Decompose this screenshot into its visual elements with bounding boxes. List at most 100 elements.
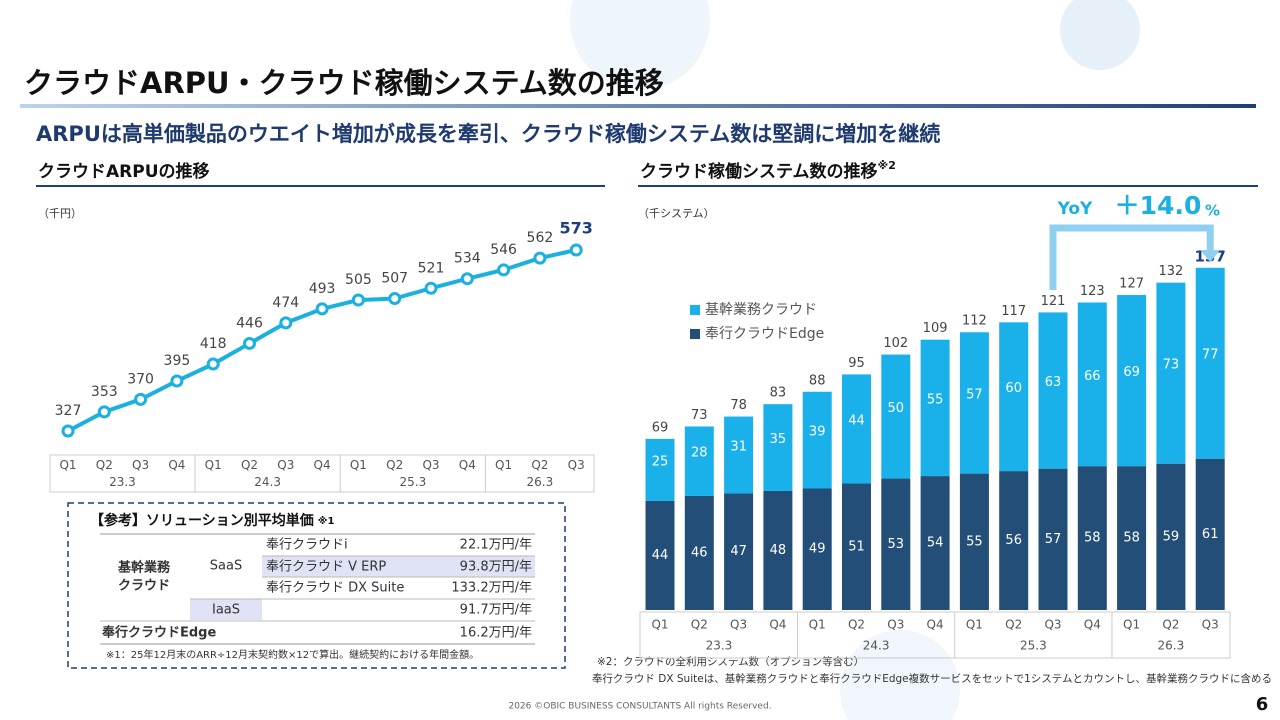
footnote: ※2：クラウドの全利用システム数（オプション等含む）	[597, 655, 864, 668]
point	[424, 281, 438, 295]
point	[243, 336, 256, 350]
x-tick-label: Q2	[1005, 617, 1022, 631]
bar-segment	[1117, 466, 1147, 610]
x-tick-label: Q2	[531, 458, 548, 472]
x-tick-label: Q3	[1202, 617, 1219, 631]
total-label: 123	[1080, 284, 1105, 299]
yoy-value: ＋14.0	[1115, 191, 1202, 220]
group-label: クラウド	[118, 579, 170, 594]
category-box	[49, 454, 595, 493]
data-label: 534	[454, 251, 481, 267]
data-label: 573	[559, 219, 592, 238]
table-title: 【参考】ソリューション別平均単価 ※1	[90, 512, 334, 529]
title-text: 【参考】ソリューション別平均単価	[90, 512, 314, 529]
data-label: 44	[848, 413, 865, 428]
title-text: クラウド稼働システム数の推移	[640, 161, 878, 182]
x-tick-label: Q4	[314, 458, 331, 472]
x-tick-label: Q4	[1084, 617, 1101, 631]
bar-segment	[684, 495, 714, 610]
bar-segment	[959, 332, 989, 474]
unit-label: （千システム）	[638, 207, 715, 220]
total-label: 127	[1119, 277, 1144, 292]
point	[97, 405, 111, 419]
data-label: 48	[770, 543, 787, 558]
x-tick-label: Q3	[277, 458, 294, 472]
x-tick-label: Q2	[386, 458, 403, 472]
bar-segment	[1156, 282, 1186, 464]
data-label: 55	[966, 534, 983, 549]
data-label: 54	[927, 536, 944, 551]
data-label: 61	[1202, 527, 1219, 542]
x-tick-label: Q1	[350, 458, 367, 472]
total-label: 102	[883, 336, 908, 351]
x-tick-label: Q1	[59, 458, 76, 472]
point	[279, 316, 293, 330]
data-label: 44	[652, 548, 669, 563]
data-label: 474	[272, 295, 299, 311]
data-label: 60	[1005, 381, 1022, 396]
point	[569, 243, 583, 257]
header-rule	[20, 104, 1256, 108]
data-label: 562	[527, 230, 554, 246]
point	[388, 292, 402, 306]
bg-deco	[1060, 0, 1140, 70]
group-label: 26.3	[1158, 639, 1185, 653]
bar-segment	[724, 416, 754, 494]
data-label: 31	[730, 440, 747, 455]
data-label: 55	[927, 392, 944, 407]
yoy-label: YoY	[1057, 199, 1093, 219]
data-label: 77	[1202, 348, 1219, 363]
bar-segment	[1195, 267, 1225, 459]
bar-segment	[645, 500, 675, 610]
cell: 133.2万円/年	[451, 581, 532, 596]
legend-swatch	[690, 305, 700, 315]
yoy-arrow	[1200, 250, 1221, 262]
group-label: 23.3	[109, 475, 136, 489]
point	[460, 272, 474, 286]
point	[61, 424, 75, 438]
total-label: 88	[809, 373, 826, 388]
cell: 22.1万円/年	[460, 538, 532, 553]
bar-segment	[920, 476, 950, 610]
cell: 奉行クラウドEdge	[101, 625, 216, 641]
bar-segment	[645, 438, 675, 501]
footnote: 奉行クラウド DX Suiteは、基幹業務クラウドと奉行クラウドEdge複数サー…	[592, 672, 1272, 685]
cell: SaaS	[210, 559, 242, 574]
point	[315, 302, 329, 316]
total-label: 95	[848, 356, 865, 371]
x-tick-label: Q2	[241, 458, 258, 472]
table-footnote: ※1：25年12月末のARR÷12月末契約数×12で算出。継続契約における年間金…	[106, 648, 479, 661]
bar-segment	[1117, 295, 1147, 467]
yoy-unit: %	[1205, 202, 1220, 220]
data-label: 58	[1084, 531, 1101, 546]
cell: 91.7万円/年	[460, 603, 532, 618]
title-note: ※1	[318, 515, 335, 527]
x-tick-label: Q3	[887, 617, 904, 631]
data-label: 50	[888, 401, 905, 416]
data-label: 353	[91, 384, 118, 400]
cell: 奉行クラウド V ERP	[266, 560, 386, 575]
point	[134, 392, 148, 406]
bar-segment	[763, 404, 793, 491]
x-tick-label: Q1	[205, 458, 222, 472]
bar-segment	[1077, 466, 1107, 610]
data-label: 25	[652, 454, 669, 469]
data-label: 63	[1045, 375, 1062, 390]
group-label: 基幹業務	[117, 560, 171, 576]
bar-segment	[842, 374, 871, 484]
data-label: 73	[1163, 358, 1180, 373]
bar-segment	[920, 339, 950, 477]
bar-segment	[763, 490, 793, 610]
data-label: 395	[164, 353, 191, 369]
data-label: 56	[1005, 533, 1022, 548]
yoy-bracket	[1049, 224, 1214, 290]
data-label: 35	[770, 432, 787, 447]
data-label: 507	[381, 271, 408, 287]
data-label: 66	[1084, 369, 1101, 384]
bar-segment	[1038, 468, 1068, 610]
x-tick-label: Q3	[1044, 617, 1061, 631]
legend-label: 奉行クラウドEdge	[705, 326, 824, 342]
cell: 16.2万円/年	[460, 626, 532, 641]
bar-segment	[802, 391, 832, 489]
point	[533, 251, 547, 265]
